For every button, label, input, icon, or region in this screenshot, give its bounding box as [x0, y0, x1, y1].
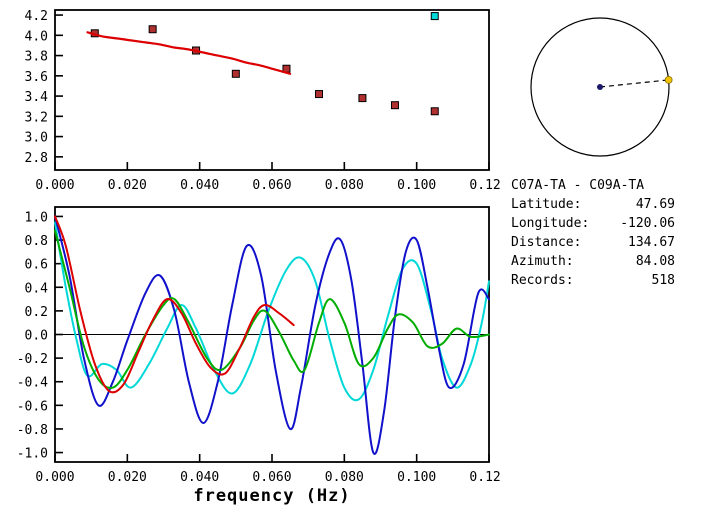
y-tick-label: 3.8	[25, 50, 48, 65]
measured-dispersion-points-marker	[390, 101, 399, 110]
x-tick-label: 0.000	[35, 178, 74, 193]
waveform-green	[54, 229, 490, 389]
latitude-label: Latitude:	[511, 197, 582, 212]
y-tick-label: -0.4	[17, 376, 48, 391]
longitude-value: -120.06	[620, 216, 675, 231]
y-tick-label: 2.8	[25, 151, 48, 166]
x-tick-label: 0.120	[469, 470, 500, 485]
y-tick-label: 3.6	[25, 70, 48, 85]
azimuth-line	[599, 79, 669, 88]
target-station-dot	[664, 75, 673, 84]
y-tick-label: 0.6	[25, 258, 48, 273]
distance-label: Distance:	[511, 235, 582, 250]
waveform-plot: 0.000 0.020 0.040 0.060 0.080 0.100 0.120 -1.0 -…	[17, 206, 500, 485]
x-tick-label: 0.080	[325, 470, 364, 485]
azimuth-value: 84.08	[635, 254, 675, 269]
y-tick-label: -0.2	[17, 352, 48, 367]
x-tick-label: 0.020	[108, 178, 147, 193]
station-info-panel: C07A-TA - C09A-TA Latitude: 47.69 Longit…	[511, 176, 675, 290]
records-value: 518	[651, 273, 675, 288]
y-tick-label: 3.4	[25, 90, 49, 105]
measured-dispersion-points-marker	[231, 69, 240, 78]
measured-dispersion-points-marker	[430, 107, 439, 116]
x-tick-label: 0.100	[397, 470, 436, 485]
info-line-records: Records: 518	[511, 271, 675, 290]
x-tick-label: 0.060	[252, 178, 291, 193]
y-tick-label: 0.8	[25, 234, 48, 249]
measured-dispersion-points-marker	[358, 94, 367, 103]
info-line-distance: Distance: 134.67	[511, 233, 675, 252]
info-line-longitude: Longitude: -120.06	[511, 214, 675, 233]
y-tick-label: 0.2	[25, 305, 48, 320]
y-tick-label: 4.2	[25, 9, 48, 24]
y-tick-label: 3.2	[25, 110, 48, 125]
measured-dispersion-points-marker	[315, 90, 324, 99]
longitude-label: Longitude:	[511, 216, 590, 231]
x-axis-title: frequency (Hz)	[193, 486, 351, 506]
y-tick-label: 4.0	[25, 29, 48, 44]
x-tick-label: 0.040	[180, 178, 219, 193]
reference-dispersion-curve	[86, 31, 292, 75]
latitude-value: 47.69	[635, 197, 675, 212]
records-label: Records:	[511, 273, 574, 288]
azimuth-circle	[530, 17, 670, 157]
outlier-point-marker	[430, 12, 439, 21]
info-line-azimuth: Azimuth: 84.08	[511, 252, 675, 271]
y-tick-label: -0.6	[17, 399, 48, 414]
azimuth-plot	[530, 17, 673, 157]
waveform-red	[54, 215, 295, 394]
y-tick-label: 3.0	[25, 131, 48, 146]
waveform-blue	[54, 215, 490, 455]
y-tick-label: 0.0	[25, 329, 48, 344]
station-pair-title: C07A-TA - C09A-TA	[511, 178, 645, 193]
x-tick-label: 0.080	[325, 178, 364, 193]
measured-dispersion-points-marker	[148, 25, 157, 34]
distance-value: 134.67	[628, 235, 675, 250]
x-tick-label: 0.020	[108, 470, 147, 485]
y-tick-label: -1.0	[17, 447, 48, 462]
x-tick-label: 0.120	[469, 178, 500, 193]
y-tick-label: -0.8	[17, 423, 48, 438]
dispersion-plot: 0.000 0.020 0.040 0.060 0.080 0.100 0.120 2.8 3.…	[25, 9, 500, 193]
azimuth-label: Azimuth:	[511, 254, 574, 269]
x-tick-label: 0.060	[252, 470, 291, 485]
x-tick-label: 0.040	[180, 470, 219, 485]
center-station-dot	[597, 84, 603, 90]
y-tick-label: 1.0	[25, 210, 48, 225]
waveform-cyan	[54, 221, 490, 402]
info-line-latitude: Latitude: 47.69	[511, 195, 675, 214]
x-tick-label: 0.100	[397, 178, 436, 193]
x-tick-label: 0.000	[35, 470, 74, 485]
plot-frame	[54, 9, 490, 171]
y-tick-label: 0.4	[25, 281, 49, 296]
